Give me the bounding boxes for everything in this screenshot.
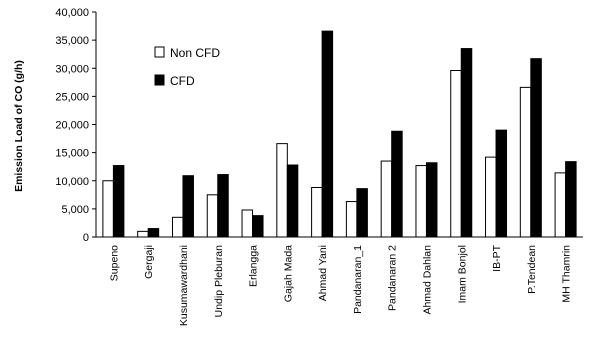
- bar-non-cfd: [206, 194, 219, 238]
- x-category-label: Supeno: [108, 245, 120, 281]
- y-tick-label: 35,000: [55, 35, 89, 47]
- bar-non-cfd: [554, 172, 567, 238]
- legend: Non CFD CFD: [154, 46, 220, 88]
- bar-cfd: [460, 48, 473, 238]
- y-tick-label: 40,000: [55, 7, 89, 19]
- bar-cfd: [217, 174, 229, 238]
- bar-non-cfd: [171, 216, 184, 238]
- legend-swatch-non-cfd: [154, 46, 165, 58]
- y-tick-label: 5,000: [61, 204, 89, 216]
- y-tick-label: 25,000: [55, 91, 89, 103]
- bar-cfd: [252, 215, 264, 238]
- bar-cfd: [182, 175, 194, 238]
- bars: [102, 30, 577, 238]
- x-axis-categories: Supeno Gergaji Kusumawardhani Undip Plebura…: [108, 244, 572, 326]
- x-category-label: Undip Pleburan: [213, 245, 225, 318]
- legend-label-non-cfd: Non CFD: [170, 46, 220, 60]
- y-tick-label: 30,000: [55, 63, 89, 75]
- bar-non-cfd: [450, 70, 462, 238]
- bar-cfd: [391, 130, 403, 238]
- x-category-label: Ahmad Yani: [317, 245, 329, 301]
- bar-cfd: [321, 30, 334, 238]
- x-category-label: Ahmad Dahlan: [421, 245, 433, 315]
- legend-label-cfd: CFD: [170, 74, 195, 88]
- bar-cfd: [112, 165, 125, 238]
- bar-non-cfd: [380, 160, 393, 238]
- bar-non-cfd: [485, 156, 497, 238]
- x-category-label: P.Tendean: [526, 245, 538, 294]
- y-tick-label: 0: [83, 232, 89, 244]
- x-category-label: Kusumawardhani: [178, 245, 190, 326]
- bar-cfd: [425, 162, 438, 238]
- x-category-label: IB-PT: [491, 244, 503, 271]
- bar-cfd: [286, 164, 299, 238]
- x-category-label: Imam Bonjol: [456, 245, 468, 303]
- y-axis-ticks: 0 5,000 10,000 15,000 20,000 25,000 30,000 35,0…: [55, 7, 96, 244]
- x-category-label: Pandanaran_1: [352, 245, 364, 314]
- y-tick-label: 20,000: [55, 120, 89, 132]
- x-category-label: Gergaji: [143, 245, 155, 279]
- bar-cfd: [147, 228, 160, 238]
- bar-non-cfd: [311, 187, 323, 238]
- y-tick-label: 15,000: [55, 148, 89, 160]
- bar-non-cfd: [102, 180, 114, 238]
- x-category-label: Pandanaran 2: [387, 245, 399, 311]
- y-axis-label: Emission Load of CO (g/h): [13, 60, 25, 192]
- bar-non-cfd: [241, 209, 254, 238]
- x-category-label: Erlangga: [248, 245, 260, 287]
- x-category-label: MH Thamrin: [561, 245, 573, 303]
- bar-cfd: [565, 161, 577, 238]
- bar-cfd: [356, 188, 368, 238]
- bar-non-cfd: [345, 201, 358, 238]
- bar-non-cfd: [137, 230, 149, 238]
- bar-non-cfd: [415, 165, 427, 238]
- bar-cfd: [530, 58, 542, 238]
- x-category-label: Gajah Mada: [282, 245, 294, 302]
- legend-swatch-cfd: [154, 74, 165, 86]
- bar-cfd: [495, 129, 508, 238]
- bar-non-cfd: [519, 86, 532, 238]
- bar-non-cfd: [276, 143, 288, 238]
- y-tick-label: 10,000: [55, 176, 89, 188]
